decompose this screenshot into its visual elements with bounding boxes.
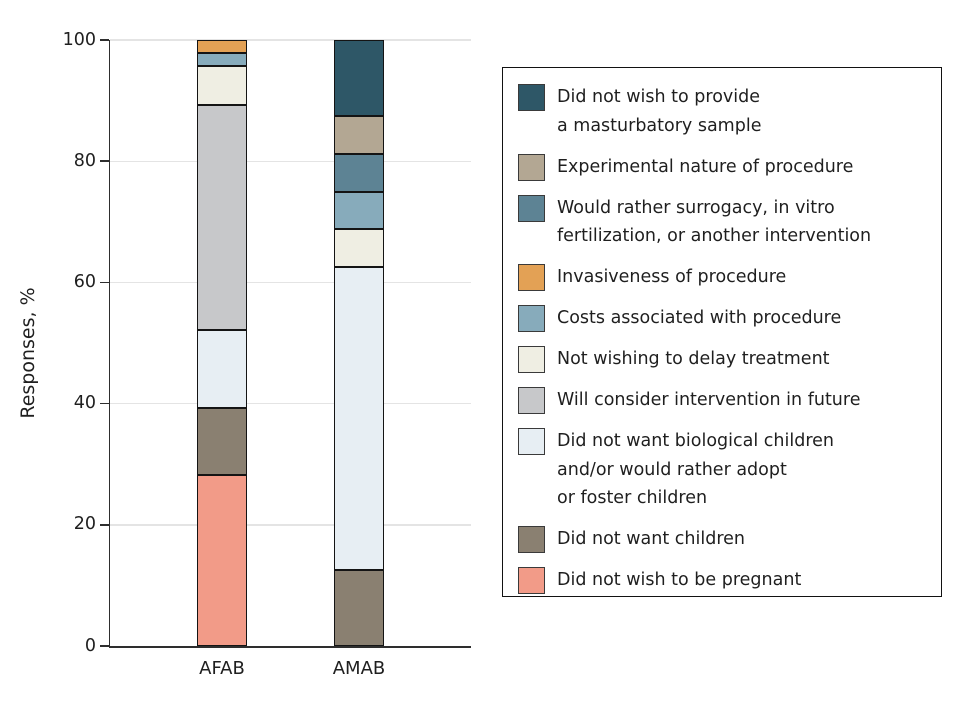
y-tick-mark xyxy=(99,645,109,647)
bar-afab xyxy=(197,40,247,646)
y-axis-line xyxy=(108,40,110,648)
bar-segment xyxy=(334,40,384,116)
legend-item-label: Did not want biological children and/or … xyxy=(557,431,834,508)
bar-segment xyxy=(334,267,384,571)
y-tick-label: 20 xyxy=(73,514,96,535)
plot-area: 0 20 40 60 80 100 AFAB AMAB xyxy=(63,31,471,679)
y-tick-mark xyxy=(99,39,109,41)
y-tick-label: 60 xyxy=(73,271,96,292)
legend-item-label: Did not wish to be pregnant xyxy=(557,570,802,590)
bar-segment xyxy=(334,153,384,192)
legend-color-swatch xyxy=(518,153,545,181)
y-tick-mark xyxy=(99,524,109,526)
gridline xyxy=(110,160,471,162)
legend-item: Did not want children xyxy=(518,525,933,554)
legend: Did not wish to provide a masturbatory s… xyxy=(502,67,942,597)
y-tick-mark xyxy=(99,160,109,162)
x-axis-line xyxy=(108,646,471,648)
legend-item-label: Would rather surrogacy, in vitro fertili… xyxy=(557,197,872,247)
bar-segment xyxy=(197,66,247,106)
bar-segment xyxy=(334,570,384,646)
legend-color-swatch xyxy=(518,387,545,414)
bar-segment xyxy=(334,229,384,268)
y-tick-mark xyxy=(99,281,109,284)
legend-color-swatch xyxy=(518,428,545,455)
legend-item-label: Not wishing to delay treatment xyxy=(557,349,830,369)
legend-color-swatch xyxy=(518,194,545,222)
gridline xyxy=(110,39,471,41)
legend-item: Will consider intervention in future xyxy=(518,386,933,415)
gridline xyxy=(110,524,471,526)
legend-item: Would rather surrogacy, in vitro fertili… xyxy=(518,194,933,251)
gridline xyxy=(110,402,471,405)
bar-segment xyxy=(197,52,247,67)
y-tick-label: 80 xyxy=(73,150,96,171)
bar-segment xyxy=(197,40,247,53)
legend-color-swatch xyxy=(518,264,545,291)
y-tick-label: 0 xyxy=(84,635,96,656)
y-axis-title: Responses, % xyxy=(17,287,39,419)
legend-item-label: Did not want children xyxy=(557,529,745,549)
legend-color-swatch xyxy=(518,305,545,332)
x-axis-label-amab: AMAB xyxy=(332,658,386,679)
bar-segment xyxy=(197,329,247,409)
legend-item-label: Will consider intervention in future xyxy=(557,390,861,410)
bar-segment xyxy=(197,474,247,646)
legend-item: Invasiveness of procedure xyxy=(518,263,933,292)
legend-item-label: Costs associated with procedure xyxy=(557,308,842,328)
legend-color-swatch xyxy=(518,84,545,111)
bar-segment xyxy=(197,408,247,475)
legend-item: Did not wish to provide a masturbatory s… xyxy=(518,83,933,140)
bar-amab xyxy=(334,40,384,646)
legend-item: Not wishing to delay treatment xyxy=(518,345,933,374)
y-tick-mark xyxy=(99,402,109,405)
bar-segment xyxy=(334,191,384,230)
legend-item: Experimental nature of procedure xyxy=(518,153,933,182)
gridline xyxy=(110,281,471,284)
y-tick-label: 100 xyxy=(62,29,96,50)
x-axis-label-afab: AFAB xyxy=(199,658,245,679)
legend-item: Did not wish to be pregnant xyxy=(518,566,933,595)
legend-item-label: Experimental nature of procedure xyxy=(557,156,854,177)
bar-segment xyxy=(334,115,384,154)
legend-item: Costs associated with procedure xyxy=(518,304,933,333)
bar-segment xyxy=(197,105,247,330)
y-tick-label: 40 xyxy=(73,392,96,413)
legend-item-label: Invasiveness of procedure xyxy=(557,267,787,287)
legend-color-swatch xyxy=(518,567,545,594)
legend-color-swatch xyxy=(518,346,545,373)
legend-item-label: Did not wish to provide a masturbatory s… xyxy=(557,87,762,136)
legend-item: Did not want biological children and/or … xyxy=(518,427,933,513)
legend-color-swatch xyxy=(518,526,545,553)
